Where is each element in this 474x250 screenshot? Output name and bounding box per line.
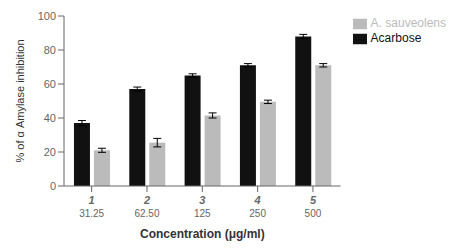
svg-text:80: 80: [44, 44, 56, 56]
svg-text:60: 60: [44, 78, 56, 90]
svg-text:500: 500: [305, 208, 322, 219]
svg-text:31.25: 31.25: [79, 208, 104, 219]
svg-text:62.50: 62.50: [134, 208, 159, 219]
svg-text:40: 40: [44, 112, 56, 124]
svg-text:0: 0: [50, 180, 56, 192]
svg-text:100: 100: [38, 10, 56, 22]
svg-text:125: 125: [194, 208, 211, 219]
svg-text:4: 4: [254, 194, 261, 206]
svg-text:Concentration (μg/ml): Concentration (μg/ml): [140, 227, 265, 241]
svg-text:5: 5: [310, 194, 317, 206]
svg-text:250: 250: [249, 208, 266, 219]
svg-text:% of α Amylase inhibition: % of α Amylase inhibition: [14, 39, 26, 162]
svg-text:3: 3: [199, 194, 205, 206]
html-text:Acarbose: Acarbose: [370, 30, 422, 45]
svg-text:2: 2: [143, 194, 150, 206]
svg-text:20: 20: [44, 146, 56, 158]
html-text:A. sauveolens: A. sauveolens: [370, 16, 446, 30]
svg-text:1: 1: [89, 194, 95, 206]
